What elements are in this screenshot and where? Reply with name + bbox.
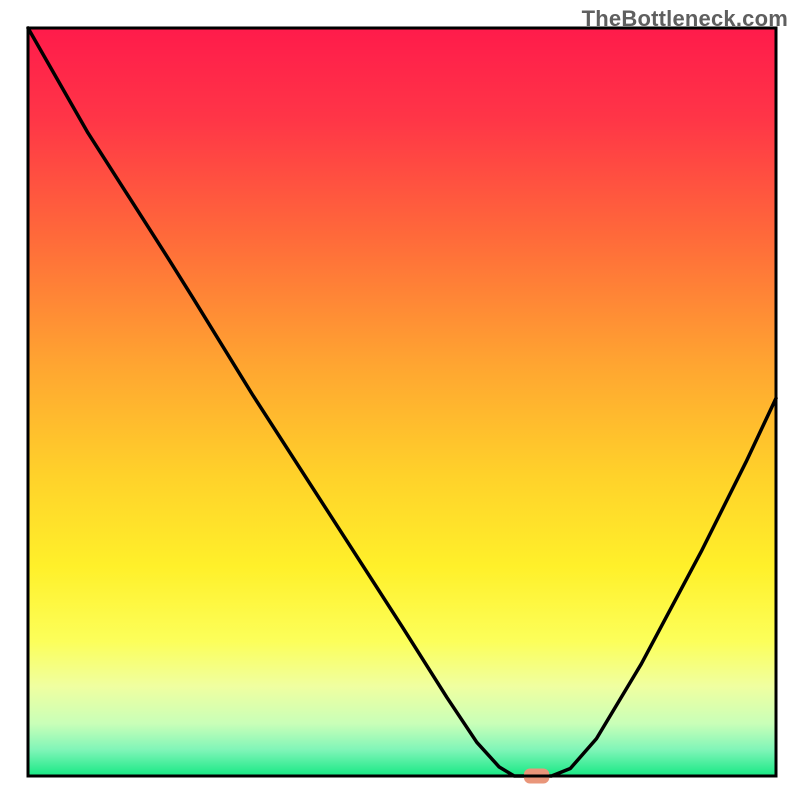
watermark-text: TheBottleneck.com	[582, 6, 788, 32]
bottleneck-chart	[0, 0, 800, 800]
chart-background-gradient	[28, 28, 776, 776]
